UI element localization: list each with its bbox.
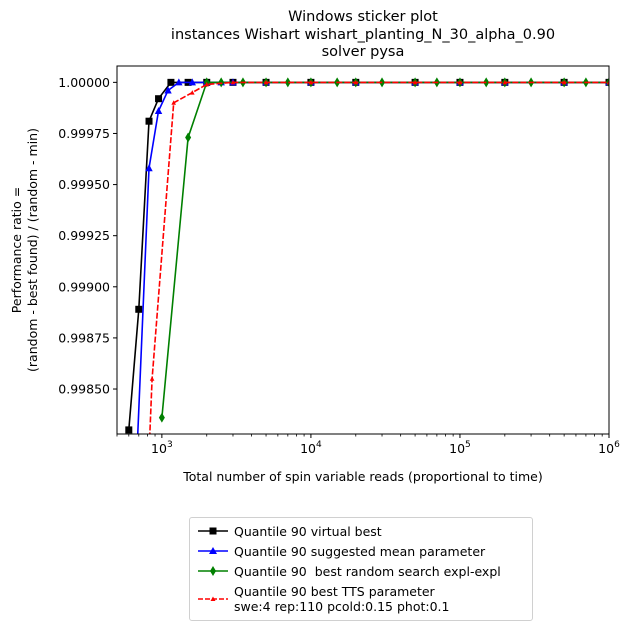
series-3-point-11 xyxy=(502,79,508,85)
y-axis-label-line-1: Performance ratio = xyxy=(9,187,24,313)
legend-swatch-virtual-best xyxy=(198,527,228,535)
y-tick-label-1: 0.99875 xyxy=(58,330,110,345)
series-2-point-6 xyxy=(284,77,291,88)
series-1-point-3 xyxy=(164,86,172,94)
series-3-point-12 xyxy=(561,79,567,85)
plot-frame xyxy=(116,65,610,435)
y-tick-label-2: 0.99900 xyxy=(58,279,110,294)
x-tick-label-0: 103 xyxy=(151,440,173,456)
series-3-point-13 xyxy=(606,79,609,85)
series-3-point-4 xyxy=(204,81,210,87)
y-tick-label-3: 0.99925 xyxy=(58,228,110,243)
chart-title: Windows sticker plot xyxy=(288,9,438,25)
y-tick-label-4: 0.99950 xyxy=(58,177,110,192)
legend-swatch-best-tts xyxy=(198,596,228,601)
y-axis-label-line-2: (random - best found) / (random - min) xyxy=(25,128,40,372)
x-axis-label: Total number of spin variable reads (pro… xyxy=(182,469,543,484)
series-3-point-8 xyxy=(353,79,359,85)
series-3-point-1 xyxy=(149,376,155,381)
series-line-3 xyxy=(149,81,609,434)
series-line-1 xyxy=(136,81,609,434)
x-tick-label-3: 106 xyxy=(598,440,620,456)
series-2-point-1 xyxy=(185,132,192,143)
y-tick-label-6: 1.00000 xyxy=(58,75,110,90)
chart-subtitle-line-2: solver pysa xyxy=(322,44,405,60)
series-1-point-5 xyxy=(188,78,196,86)
series-0-point-2 xyxy=(145,117,153,125)
series-3-point-6 xyxy=(263,79,269,85)
series-3-point-2 xyxy=(171,100,176,105)
series-3-point-9 xyxy=(412,79,418,85)
series-line-2 xyxy=(161,81,609,418)
series-line-0 xyxy=(128,81,609,430)
legend-label-suggested-mean: Quantile 90 suggested mean parameter xyxy=(234,544,486,559)
y-tick-label-5: 0.99975 xyxy=(58,126,110,141)
series-group xyxy=(125,77,609,457)
legend-swatch-random-search xyxy=(198,566,228,576)
series-1-point-0 xyxy=(133,450,140,457)
chart-subtitle-line-1: instances Wishart wishart_planting_N_30_… xyxy=(171,27,555,43)
legend: Quantile 90 virtual best Quantile 90 sug… xyxy=(189,517,533,621)
series-1-point-4 xyxy=(175,78,183,86)
legend-swatch-suggested-mean xyxy=(198,547,228,554)
series-3-point-3 xyxy=(189,90,195,95)
series-2-point-19 xyxy=(606,77,609,88)
series-0-point-1 xyxy=(135,305,143,313)
series-0-point-3 xyxy=(155,95,163,103)
series-1-point-1 xyxy=(145,164,153,172)
series-3-point-7 xyxy=(308,79,314,85)
y-tick-label-0: 0.99850 xyxy=(58,382,110,397)
series-0-point-0 xyxy=(125,426,133,434)
series-1-point-2 xyxy=(154,106,163,114)
series-3-point-5 xyxy=(230,79,236,85)
series-2-point-0 xyxy=(158,412,165,423)
legend-label-virtual-best: Quantile 90 virtual best xyxy=(234,524,382,539)
series-3-point-10 xyxy=(457,79,463,85)
legend-label-random-search: Quantile 90 best random search expl-expl xyxy=(234,564,501,579)
legend-label-best-tts: Quantile 90 best TTS parameter swe:4 rep… xyxy=(234,584,450,614)
x-tick-label-2: 105 xyxy=(449,440,471,456)
series-0-point-4 xyxy=(167,78,175,86)
x-tick-label-1: 104 xyxy=(300,440,322,456)
series-2-point-3 xyxy=(218,77,225,88)
